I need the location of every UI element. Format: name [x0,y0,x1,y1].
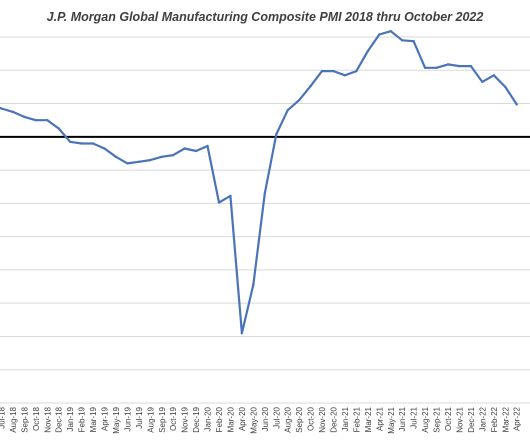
x-tick-label: May-20 [249,406,258,433]
x-tick-label: Jun-21 [398,406,407,431]
data-point-Mar-21 [366,49,370,53]
data-point-Jan-20 [206,144,209,148]
data-point-Jan-21 [343,74,347,77]
data-point-Apr-20 [240,331,244,335]
data-point-Mar-22 [504,85,507,89]
data-point-Sep-20 [297,99,301,102]
x-tick-label: Apr-19 [101,406,110,431]
data-point-Apr-19 [103,147,106,150]
data-point-Oct-19 [172,153,175,157]
chart-title: J.P. Morgan Global Manufacturing Composi… [47,10,484,24]
pmi-series-line [0,30,518,335]
data-point-Oct-18 [34,118,37,122]
x-tick-label: Dec-18 [55,406,64,432]
x-tick-label: Dec-21 [467,406,476,432]
data-point-Aug-21 [423,66,427,69]
x-tick-label: Jun-20 [261,406,270,431]
data-point-Jan-19 [68,140,72,144]
x-tick-label: Oct-19 [169,406,178,431]
x-tick-label: Nov-19 [181,406,190,432]
data-point-Sep-18 [23,115,26,119]
x-tick-label: Oct-21 [444,406,453,431]
x-tick-label: May-19 [112,406,121,433]
x-tick-label: Nov-20 [318,406,327,432]
data-point-Oct-21 [446,63,450,66]
data-point-Aug-18 [11,110,15,114]
x-tick-label: Dec-19 [192,406,201,432]
x-tick-label: Jul-18 [0,406,6,428]
x-tick-label: Feb-20 [215,406,224,432]
x-axis-ticks: Jul-18 Aug-18 Sep-18 Oct-18 Nov-18 Dec-18 Jan-… [0,406,522,433]
data-point-Apr-22 [515,103,518,106]
x-tick-label: Sep-21 [433,406,442,432]
x-tick-label: Jul-19 [135,406,144,428]
x-tick-label: Jul-20 [272,406,281,428]
x-tick-label: Jan-22 [478,406,487,431]
x-tick-label: Jul-21 [410,406,419,428]
x-tick-label: Feb-21 [352,406,361,432]
data-point-Jul-19 [137,160,141,163]
data-point-Sep-19 [160,155,163,158]
data-points [0,29,518,335]
data-point-May-20 [252,283,255,287]
data-point-Feb-22 [492,74,495,77]
x-tick-label: Jun-19 [123,406,132,431]
x-tick-label: Oct-20 [307,406,316,431]
data-point-Jun-20 [263,192,266,195]
x-tick-label: Dec-20 [330,406,339,432]
data-point-Nov-18 [46,118,49,122]
x-tick-label: Aug-18 [9,406,18,432]
x-tick-label: Sep-20 [295,406,304,432]
x-tick-label: Nov-18 [43,406,52,432]
data-point-Jan-22 [481,80,484,84]
x-tick-label: Aug-19 [146,406,155,432]
data-point-Sep-21 [435,66,438,69]
x-tick-label: Apr-22 [513,406,522,431]
data-point-Dec-18 [57,127,60,130]
x-tick-label: Aug-20 [284,406,293,432]
data-point-Jun-19 [126,162,129,165]
x-tick-label: Sep-19 [158,406,167,432]
data-point-May-19 [114,155,118,158]
x-tick-label: Nov-21 [455,406,464,432]
x-tick-label: Mar-21 [364,406,373,432]
x-tick-label: Mar-22 [501,406,510,432]
x-tick-label: Feb-22 [490,406,499,432]
x-tick-label: Feb-19 [78,406,87,432]
x-tick-label: Oct-18 [32,406,41,431]
data-point-Feb-21 [355,69,358,73]
data-point-Nov-21 [458,64,461,68]
data-point-Jun-21 [401,39,404,42]
data-point-Aug-20 [286,109,289,112]
data-point-Dec-19 [194,149,198,153]
data-point-Nov-20 [320,69,324,73]
data-point-Apr-21 [378,33,381,36]
x-tick-label: Mar-19 [89,406,98,432]
data-point-Mar-20 [229,194,232,198]
data-point-Dec-20 [332,69,335,73]
x-tick-label: Jan-19 [66,406,75,431]
data-point-Aug-19 [149,158,152,162]
x-tick-label: May-21 [387,406,396,433]
x-tick-label: Jan-20 [204,406,213,431]
data-point-Dec-21 [469,64,473,68]
data-point-Oct-20 [309,84,312,88]
data-point-Jul-18 [0,107,3,110]
data-point-May-21 [389,29,392,33]
data-point-Jul-20 [275,133,278,136]
gridlines [0,36,530,404]
data-point-Feb-19 [80,142,83,145]
x-tick-label: Mar-20 [226,406,235,432]
data-point-Feb-20 [217,201,221,204]
data-point-Mar-19 [91,142,95,145]
x-tick-label: Apr-21 [375,406,384,431]
data-point-Jul-21 [412,39,415,43]
data-point-Nov-19 [183,147,186,150]
x-tick-label: Jan-21 [341,406,350,431]
x-tick-label: Aug-21 [421,406,430,432]
x-tick-label: Sep-18 [20,406,29,432]
x-tick-label: Apr-20 [238,406,247,431]
